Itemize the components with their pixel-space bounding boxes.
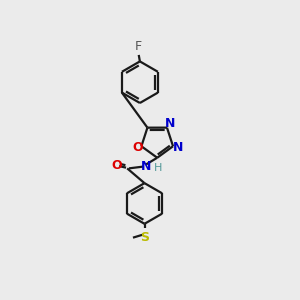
- Text: H: H: [154, 163, 163, 173]
- Text: N: N: [165, 117, 175, 130]
- Text: S: S: [140, 231, 149, 244]
- Text: O: O: [132, 141, 143, 154]
- Text: N: N: [173, 141, 183, 154]
- Text: F: F: [135, 40, 142, 52]
- Text: N: N: [140, 160, 151, 173]
- Text: O: O: [111, 159, 122, 172]
